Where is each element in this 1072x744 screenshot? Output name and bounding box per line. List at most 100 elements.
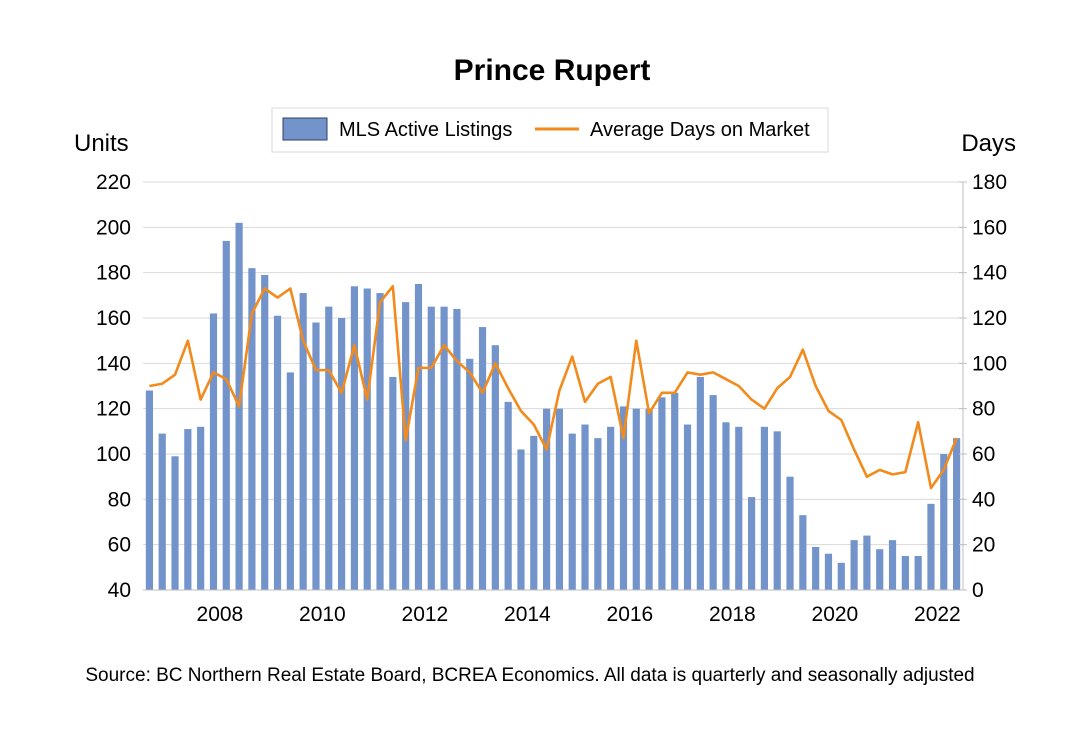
y-right-tick-label: 20	[972, 534, 995, 557]
bar	[696, 376, 704, 590]
bar	[812, 546, 820, 590]
bar	[619, 406, 628, 590]
bar	[427, 306, 435, 590]
bar	[760, 426, 768, 590]
y-right-tick-label: 180	[972, 171, 1007, 194]
bar	[607, 426, 615, 590]
bar	[273, 315, 282, 590]
y-left-tick-label: 120	[96, 398, 131, 421]
bar	[389, 376, 397, 590]
x-tick-label: 2016	[607, 603, 654, 626]
bar	[555, 408, 563, 590]
y-left-tick-label: 80	[108, 488, 131, 511]
bar	[184, 429, 192, 590]
y-right-tick-label: 120	[972, 307, 1007, 330]
bar-series	[145, 222, 961, 591]
bar	[543, 408, 551, 590]
bar	[286, 372, 294, 590]
bar	[299, 293, 307, 590]
x-tick-label: 2012	[402, 603, 449, 626]
source-note: Source: BC Northern Real Estate Board, B…	[85, 665, 974, 686]
bar	[248, 268, 256, 590]
bar	[453, 308, 461, 590]
y-right-tick-label: 160	[972, 216, 1007, 239]
bar	[645, 408, 653, 590]
bar	[376, 293, 384, 590]
y-right-tick-label: 140	[972, 262, 1007, 285]
bar	[709, 395, 717, 590]
legend-bar-label: MLS Active Listings	[339, 119, 512, 141]
bar	[350, 286, 358, 590]
bar	[171, 456, 179, 590]
bar	[222, 240, 230, 590]
bar	[402, 302, 410, 590]
bar	[671, 392, 679, 590]
axes: 40 60 80 100 120 140 160 180 200 220 0 20 40 60 80 100 1…	[96, 171, 1007, 626]
chart-title: Prince Rupert	[454, 54, 651, 87]
bar	[312, 322, 320, 590]
bar	[363, 288, 371, 590]
y-axis-right-label: Days	[961, 130, 1016, 157]
bar	[632, 408, 640, 590]
bar	[504, 401, 512, 590]
bar	[158, 433, 166, 590]
bar	[325, 306, 333, 590]
bar	[888, 540, 897, 590]
days-on-market-line	[149, 284, 958, 490]
legend: MLS Active Listings Average Days on Mark…	[271, 107, 829, 153]
x-tick-label: 2014	[504, 603, 551, 626]
y-right-tick-label: 40	[972, 488, 995, 511]
bar	[440, 306, 448, 590]
bar	[876, 549, 884, 590]
bar	[837, 562, 845, 590]
y-right-tick-label: 100	[972, 352, 1007, 375]
bar	[338, 318, 346, 590]
bar	[594, 438, 602, 590]
bar	[581, 424, 589, 590]
bar	[414, 284, 423, 590]
bar	[748, 497, 756, 590]
y-right-tick-label: 80	[972, 398, 995, 421]
bar	[517, 449, 525, 590]
y-left-tick-label: 40	[108, 579, 131, 602]
y-axis-left-label: Units	[74, 130, 129, 157]
bar	[722, 422, 730, 590]
y-left-tick-label: 220	[96, 171, 131, 194]
bar	[683, 424, 692, 590]
line-series	[149, 284, 958, 490]
bar	[914, 556, 922, 590]
bar	[735, 426, 743, 590]
bar	[901, 556, 909, 590]
y-right-tick-label: 0	[972, 579, 984, 602]
bar	[786, 476, 794, 590]
bar	[824, 553, 833, 590]
y-left-tick-label: 60	[108, 534, 131, 557]
bar	[863, 535, 871, 590]
x-tick-label: 2010	[299, 603, 346, 626]
bar	[478, 327, 487, 590]
bar	[530, 435, 538, 590]
bar	[927, 503, 935, 590]
bar	[209, 313, 218, 590]
y-left-tick-label: 200	[96, 216, 131, 239]
bar	[850, 540, 858, 590]
bar	[799, 515, 807, 590]
y-left-tick-label: 140	[96, 352, 131, 375]
bar	[197, 426, 205, 590]
y-right-tick-label: 60	[972, 443, 995, 466]
bar	[261, 274, 269, 590]
y-left-tick-label: 100	[96, 443, 131, 466]
bar	[658, 397, 666, 590]
x-tick-label: 2022	[914, 603, 961, 626]
bar	[466, 358, 474, 590]
bar	[145, 390, 153, 590]
y-left-tick-label: 160	[96, 307, 131, 330]
y-left-tick-label: 180	[96, 262, 131, 285]
legend-bar-swatch	[282, 117, 328, 141]
bar	[940, 454, 948, 590]
bar	[773, 431, 781, 590]
bar	[491, 345, 499, 590]
bar	[568, 433, 576, 590]
